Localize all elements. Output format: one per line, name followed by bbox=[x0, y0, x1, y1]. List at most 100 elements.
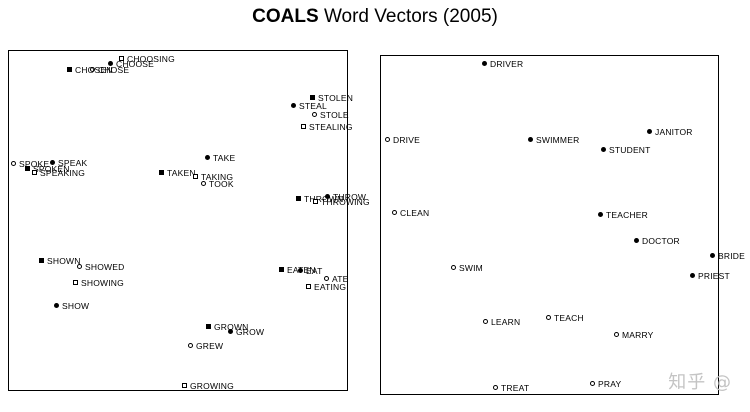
right-scatter-panel: DRIVER JANITOR DRIVE SWIMMER STUDENT CLEAN TEA… bbox=[380, 55, 745, 395]
word-point: SHOWING bbox=[73, 277, 124, 288]
word-point: SWIM bbox=[451, 262, 483, 273]
filled-circle-marker bbox=[598, 212, 603, 218]
word-label: DOCTOR bbox=[642, 235, 680, 246]
word-point: TEACHER bbox=[598, 209, 648, 220]
word-label: SHOWN bbox=[47, 255, 81, 266]
word-label: SHOWING bbox=[81, 277, 124, 288]
open-square-marker bbox=[193, 174, 198, 180]
open-circle-marker bbox=[392, 210, 397, 216]
open-square-marker bbox=[301, 124, 306, 130]
word-label: BRIDE bbox=[718, 250, 745, 261]
filled-square-marker bbox=[206, 324, 211, 330]
open-circle-marker bbox=[324, 276, 329, 282]
filled-circle-marker bbox=[690, 273, 695, 279]
word-point: SWIMMER bbox=[528, 134, 579, 145]
left-scatter-panel: CHOOSING CHOOSE CHOSE CHOSEN STOLEN STEAL STOL… bbox=[8, 50, 370, 391]
word-label: STOLE bbox=[320, 109, 349, 120]
word-label: CHOSE bbox=[98, 64, 130, 75]
word-label: EAT bbox=[306, 265, 323, 276]
word-point: DRIVER bbox=[482, 58, 523, 69]
word-label: TAKEN bbox=[167, 167, 196, 178]
word-point: STEALING bbox=[301, 121, 353, 132]
word-point: GROW bbox=[228, 326, 264, 337]
word-point: CLEAN bbox=[392, 207, 429, 218]
word-label: PRIEST bbox=[698, 270, 730, 281]
filled-circle-marker bbox=[205, 155, 210, 161]
open-circle-marker bbox=[493, 385, 498, 391]
open-square-marker bbox=[313, 199, 318, 205]
filled-circle-marker bbox=[298, 268, 303, 274]
filled-circle-marker bbox=[647, 129, 652, 135]
open-circle-marker bbox=[614, 332, 619, 338]
word-label: DRIVE bbox=[393, 134, 420, 145]
word-label: SPEAK bbox=[58, 157, 88, 168]
filled-square-marker bbox=[39, 258, 44, 264]
open-circle-marker bbox=[312, 112, 317, 118]
word-point: THROWING bbox=[313, 196, 370, 207]
filled-square-marker bbox=[279, 267, 284, 273]
open-square-marker bbox=[32, 170, 37, 176]
word-point: SPOKEN bbox=[25, 163, 70, 174]
word-label: SHOW bbox=[62, 300, 90, 311]
word-label: SHOWED bbox=[85, 261, 125, 272]
word-point: SPOKE bbox=[11, 158, 49, 169]
word-point: JANITOR bbox=[647, 126, 693, 137]
filled-square-marker bbox=[67, 67, 72, 73]
word-point: SHOWED bbox=[77, 261, 124, 272]
word-point: GROWN bbox=[206, 321, 249, 332]
word-point: TEACH bbox=[546, 312, 584, 323]
filled-circle-marker bbox=[50, 160, 55, 166]
open-circle-marker bbox=[483, 319, 488, 325]
word-label: SWIMMER bbox=[536, 134, 580, 145]
word-label: STEAL bbox=[299, 100, 327, 111]
word-point: STEAL bbox=[291, 100, 327, 111]
figure-title: COALS Word Vectors (2005) bbox=[0, 6, 750, 28]
word-label: LEARN bbox=[491, 316, 521, 327]
open-square-marker bbox=[306, 284, 311, 290]
word-point: TAKEN bbox=[159, 167, 196, 178]
word-label: GROWN bbox=[214, 321, 249, 332]
word-label: GROWING bbox=[190, 380, 234, 391]
open-square-marker bbox=[119, 56, 124, 62]
word-point: SHOWN bbox=[39, 255, 81, 266]
word-point: LEARN bbox=[483, 316, 520, 327]
filled-square-marker bbox=[296, 196, 301, 202]
title-bold: COALS bbox=[252, 6, 319, 27]
word-point: SPEAK bbox=[50, 157, 87, 168]
filled-circle-marker bbox=[228, 329, 233, 335]
filled-circle-marker bbox=[482, 61, 487, 67]
word-point: GROWING bbox=[182, 380, 234, 391]
word-point: ATE bbox=[324, 273, 349, 284]
filled-circle-marker bbox=[634, 238, 639, 244]
watermark: 知乎 @ bbox=[668, 372, 732, 393]
word-point: PRAY bbox=[590, 378, 621, 389]
word-label: TOOK bbox=[209, 178, 234, 189]
word-point: CHOOSING bbox=[119, 53, 175, 64]
open-circle-marker bbox=[77, 264, 82, 270]
word-label: TREAT bbox=[501, 382, 530, 393]
word-point: PRIEST bbox=[690, 270, 730, 281]
word-point: THROWN bbox=[296, 193, 343, 204]
word-point: CHOSEN bbox=[67, 64, 113, 75]
word-point: TOOK bbox=[201, 178, 234, 189]
word-label: ATE bbox=[332, 273, 349, 284]
word-point: CHOOSE bbox=[108, 58, 154, 69]
open-circle-marker bbox=[11, 161, 16, 167]
word-label: SPOKEN bbox=[33, 163, 70, 174]
word-label: STOLEN bbox=[318, 92, 354, 103]
word-label: GREW bbox=[196, 340, 224, 351]
word-point: STUDENT bbox=[601, 144, 651, 155]
filled-square-marker bbox=[25, 166, 30, 172]
word-label: CHOSEN bbox=[75, 64, 113, 75]
word-point: EAT bbox=[298, 265, 323, 276]
open-circle-marker bbox=[451, 265, 456, 271]
open-circle-marker bbox=[385, 137, 390, 143]
word-label: THROW bbox=[333, 191, 367, 202]
word-label: MARRY bbox=[622, 329, 654, 340]
word-label: CHOOSE bbox=[116, 58, 155, 69]
filled-circle-marker bbox=[601, 147, 606, 153]
word-label: CHOOSING bbox=[127, 53, 175, 64]
open-circle-marker bbox=[188, 343, 193, 349]
filled-circle-marker bbox=[528, 137, 533, 143]
filled-square-marker bbox=[310, 95, 315, 101]
